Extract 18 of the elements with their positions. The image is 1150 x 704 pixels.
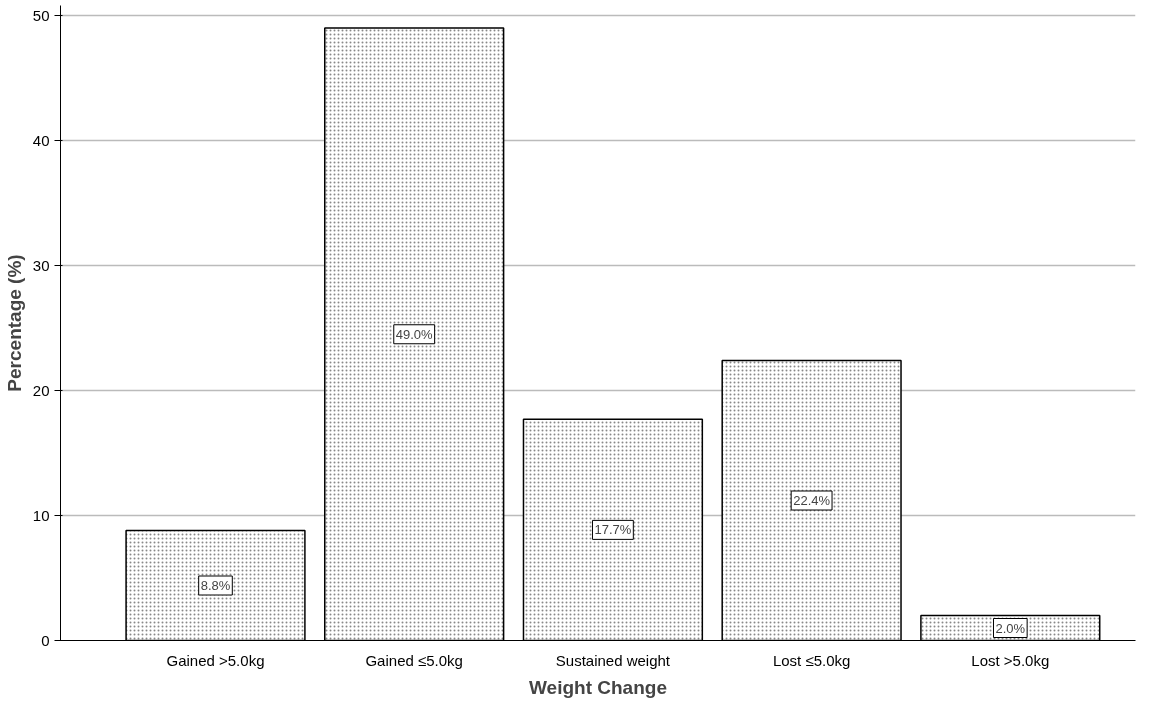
data-label: 22.4%: [793, 493, 831, 508]
y-axis-title: Percentage (%): [3, 254, 25, 392]
y-tick-label: 50: [32, 6, 50, 24]
y-tick-label: 20: [32, 381, 50, 399]
x-tick-label: Gained >5.0kg: [166, 651, 265, 669]
x-tick-label: Sustained weight: [555, 651, 671, 669]
x-axis-title: Weight Change: [529, 676, 667, 698]
data-label: 17.7%: [594, 522, 632, 538]
x-tick-label: Gained ≤5.0kg: [365, 651, 463, 669]
data-label: 49.0%: [395, 326, 434, 342]
y-tick-label: 10: [32, 506, 50, 524]
x-tick-label: Lost ≤5.0kg: [772, 651, 851, 669]
data-label: 8.8%: [200, 578, 231, 593]
data-label: 2.0%: [995, 620, 1026, 636]
y-tick-label: 30: [32, 256, 50, 274]
y-tick-label: 40: [32, 131, 50, 149]
x-tick-label: Lost >5.0kg: [971, 651, 1050, 669]
y-tick-label: 0: [41, 631, 50, 649]
